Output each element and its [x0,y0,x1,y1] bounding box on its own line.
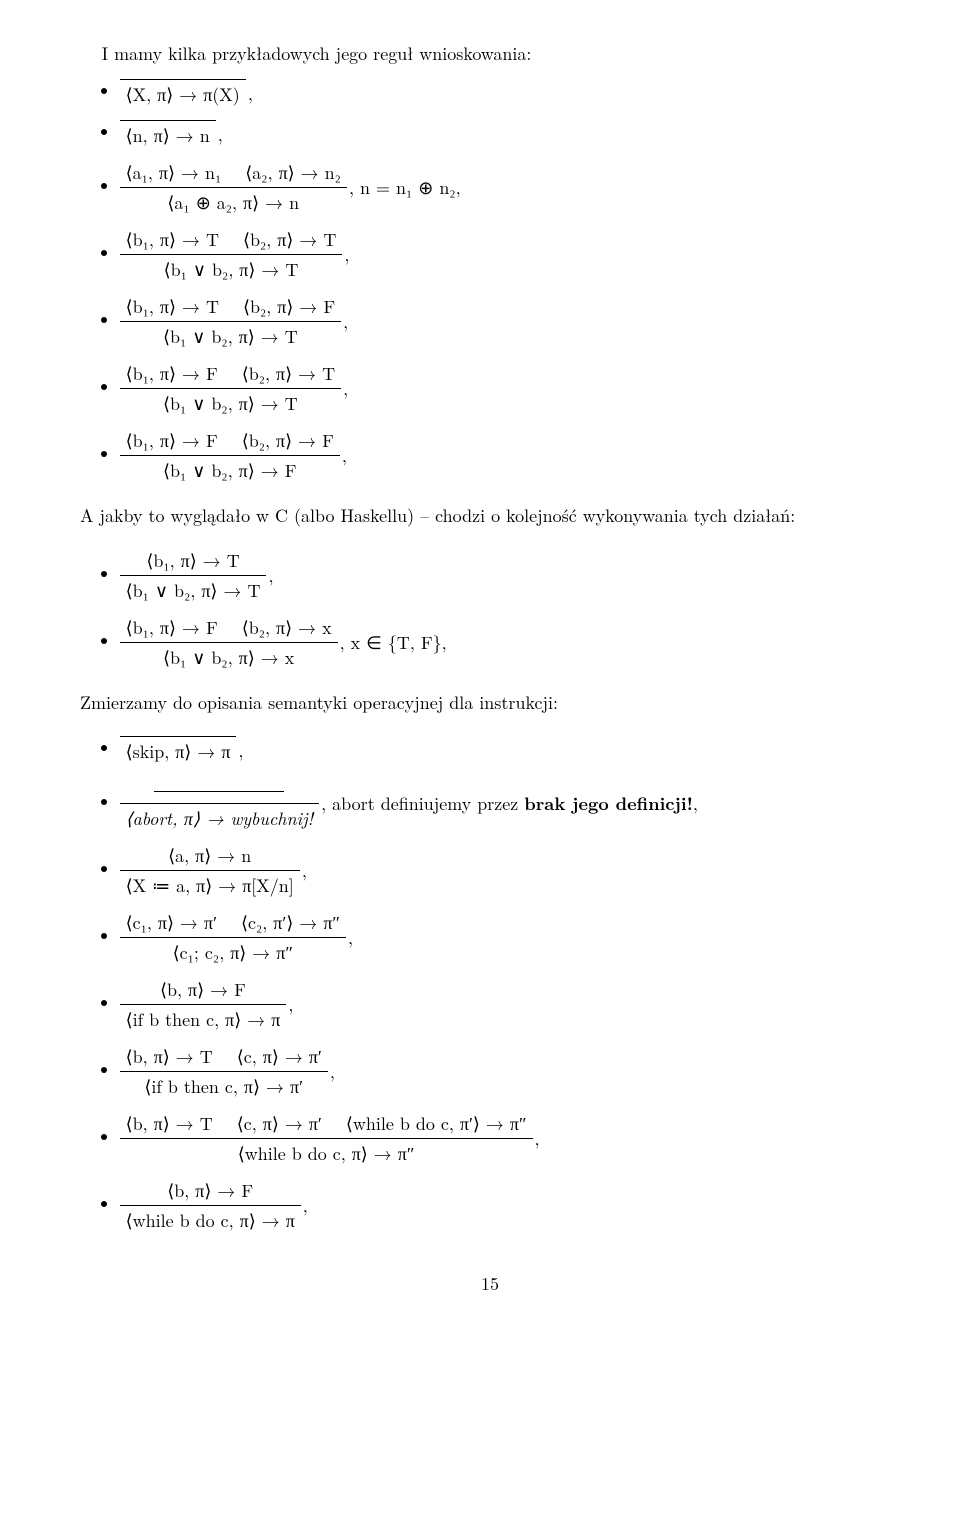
rule-04-p1: ⟨b₁, π⟩ → T [126,227,219,252]
rule-15-p2: ⟨c, π⟩ → π′ [237,1044,322,1069]
rule-07: ⟨b₁, π⟩ → F⟨b₂, π⟩ → F ⟨b₁ ∨ b₂, π⟩ → F … [120,427,900,484]
rule-16-p2: ⟨c, π⟩ → π′ [237,1111,322,1136]
rule-11-side: , abort definiujemy przez brak jego defi… [321,790,698,817]
rule-07-den: ⟨b₁ ∨ b₂, π⟩ → F [120,456,340,484]
rule-16: ⟨b, π⟩ → T ⟨c, π⟩ → π′ ⟨while b do c, π′⟩ … [120,1110,900,1167]
rule-15-p1: ⟨b, π⟩ → T [126,1044,213,1069]
rule-08-p1: ⟨b₁, π⟩ → T [146,548,239,573]
rules-list-1: ⟨X, π⟩ → π(X) , ⟨n, π⟩ → n , ⟨a₁, π⟩ → n… [80,77,900,484]
rule-17-p1: ⟨b, π⟩ → F [167,1178,253,1203]
rule-06-den: ⟨b₁ ∨ b₂, π⟩ → T [120,389,342,417]
rule-09-den: ⟨b₁ ∨ b₂, π⟩ → x [120,643,338,671]
rule-02-side: , [218,121,223,148]
rule-16-p3: ⟨while b do c, π′⟩ → π″ [346,1111,527,1136]
rule-04-side: , [344,241,349,268]
rule-17-den: ⟨while b do c, π⟩ → π [120,1206,301,1234]
rule-06-side: , [343,375,348,402]
haskell-note: A jakby to wyglądało w C (albo Haskellu)… [80,502,900,529]
rule-04-p2: ⟨b₂, π⟩ → T [243,227,336,252]
rules-list-2: ⟨b₁, π⟩ → T ⟨b₁ ∨ b₂, π⟩ → T , ⟨b₁, π⟩ →… [80,547,900,671]
intro-text: I mamy kilka przykładowych jego reguł wn… [80,40,900,67]
rule-06-p2: ⟨b₂, π⟩ → T [242,361,335,386]
rule-07-p1: ⟨b₁, π⟩ → F [126,428,218,453]
rule-03-den: ⟨a₁ ⊕ a₂, π⟩ → n [120,188,347,216]
rule-05: ⟨b₁, π⟩ → T⟨b₂, π⟩ → F ⟨b₁ ∨ b₂, π⟩ → T … [120,293,900,350]
page-number: 15 [80,1270,900,1297]
rule-06: ⟨b₁, π⟩ → F⟨b₂, π⟩ → T ⟨b₁ ∨ b₂, π⟩ → T … [120,360,900,417]
rule-17-side: , [303,1192,308,1219]
rule-05-p1: ⟨b₁, π⟩ → T [126,294,219,319]
rule-12: ⟨a, π⟩ → n ⟨X ≔ a, π⟩ → π[X/n] , [120,842,900,899]
rule-15: ⟨b, π⟩ → T ⟨c, π⟩ → π′ ⟨if b then c, π⟩ →… [120,1043,900,1100]
rule-07-p2: ⟨b₂, π⟩ → F [242,428,334,453]
rule-11-strike [154,791,284,792]
rule-10-side: , [238,737,243,764]
rule-16-side: , [535,1125,540,1152]
rule-01-side: , [248,80,253,107]
rule-12-p1: ⟨a, π⟩ → n [168,843,251,868]
rule-08: ⟨b₁, π⟩ → T ⟨b₁ ∨ b₂, π⟩ → T , [120,547,900,604]
rule-03-side: , n = n₁ ⊕ n₂, [349,174,461,201]
rule-07-side: , [342,442,347,469]
rule-14: ⟨b, π⟩ → F ⟨if b then c, π⟩ → π , [120,976,900,1033]
rule-11-den: ⟨abort, π⟩ → wybuchnij! [120,804,320,832]
rule-05-p2: ⟨b₂, π⟩ → F [243,294,335,319]
rule-10: ⟨skip, π⟩ → π , [120,734,900,765]
rule-09: ⟨b₁, π⟩ → F⟨b₂, π⟩ → x ⟨b₁ ∨ b₂, π⟩ → x … [120,614,900,671]
rule-10-den: ⟨skip, π⟩ → π [120,737,237,765]
rule-16-den: ⟨while b do c, π⟩ → π″ [120,1139,533,1167]
rule-05-side: , [343,308,348,335]
rule-05-den: ⟨b₁ ∨ b₂, π⟩ → T [120,322,342,350]
rule-09-p2: ⟨b₂, π⟩ → x [242,615,332,640]
rule-02-den: ⟨n, π⟩ → n [120,121,216,149]
rule-13: ⟨c₁, π⟩ → π′ ⟨c₂, π′⟩ → π″ ⟨c₁; c₂, π⟩ → … [120,909,900,966]
rule-16-p1: ⟨b, π⟩ → T [126,1111,213,1136]
rule-04-den: ⟨b₁ ∨ b₂, π⟩ → T [120,255,343,283]
op-sem-text: Zmierzamy do opisania semantyki operacyj… [80,689,900,716]
rule-06-p1: ⟨b₁, π⟩ → F [126,361,218,386]
rule-11: ⟨abort, π⟩ → wybuchnij! , abort definiuj… [120,775,900,832]
rule-15-side: , [330,1058,335,1085]
rule-03-p2: ⟨a₂, π⟩ → n₂ [245,160,341,185]
rules-list-3: ⟨skip, π⟩ → π , ⟨abort, π⟩ → wybuchnij! … [80,734,900,1234]
rule-12-side: , [302,857,307,884]
rule-08-den: ⟨b₁ ∨ b₂, π⟩ → T [120,576,267,604]
rule-13-side: , [348,924,353,951]
rule-04: ⟨b₁, π⟩ → T⟨b₂, π⟩ → T ⟨b₁ ∨ b₂, π⟩ → T … [120,226,900,283]
rule-13-p2: ⟨c₂, π′⟩ → π″ [241,910,340,935]
rule-14-p1: ⟨b, π⟩ → F [160,977,246,1002]
rule-09-side: , x ∈ {T, F}, [340,629,447,656]
rule-17: ⟨b, π⟩ → F ⟨while b do c, π⟩ → π , [120,1177,900,1234]
rule-03-p1: ⟨a₁, π⟩ → n₁ [126,160,222,185]
rule-02: ⟨n, π⟩ → n , [120,118,900,149]
rule-14-den: ⟨if b then c, π⟩ → π [120,1005,287,1033]
rule-09-p1: ⟨b₁, π⟩ → F [126,615,218,640]
rule-08-side: , [268,562,273,589]
rule-03: ⟨a₁, π⟩ → n₁ ⟨a₂, π⟩ → n₂ ⟨a₁ ⊕ a₂, π⟩ → … [120,159,900,216]
rule-01: ⟨X, π⟩ → π(X) , [120,77,900,108]
rule-15-den: ⟨if b then c, π⟩ → π′ [120,1072,328,1100]
rule-13-p1: ⟨c₁, π⟩ → π′ [126,910,217,935]
rule-01-den: ⟨X, π⟩ → π(X) [120,80,246,108]
rule-14-side: , [288,991,293,1018]
rule-12-den: ⟨X ≔ a, π⟩ → π[X/n] [120,871,300,899]
rule-13-den: ⟨c₁; c₂, π⟩ → π″ [120,938,346,966]
